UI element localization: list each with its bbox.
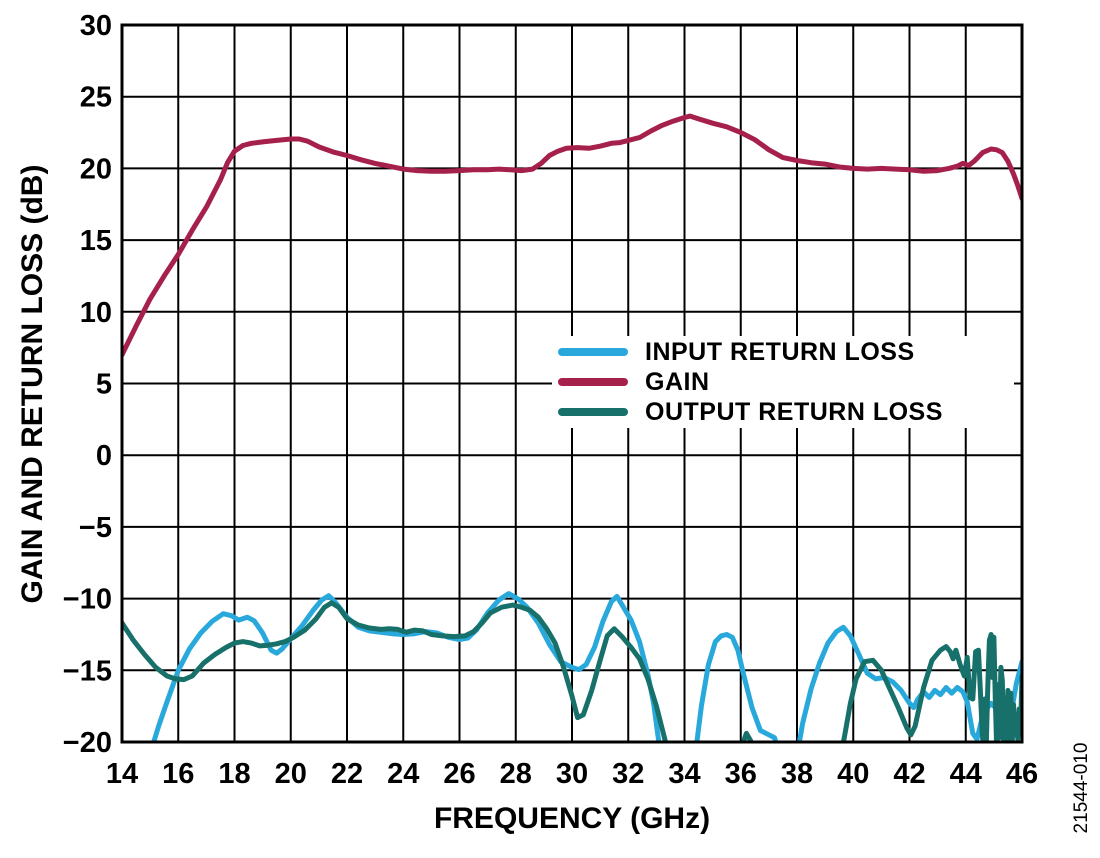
legend-swatch-output-return-loss: [558, 408, 628, 416]
series-line-output-return-loss: [122, 600, 1022, 742]
legend-swatch-gain: [558, 378, 628, 386]
legend-label-input-return-loss: INPUT RETURN LOSS: [645, 337, 915, 366]
legend-label-output-return-loss: OUTPUT RETURN LOSS: [645, 397, 943, 426]
legend-label-gain: GAIN: [645, 367, 710, 396]
x-tick-label: 18: [218, 758, 250, 790]
figure-number: 21544-010: [1071, 742, 1092, 834]
y-tick-label: 30: [80, 10, 112, 42]
legend: INPUT RETURN LOSS GAIN OUTPUT RETURN LOS…: [552, 336, 1014, 428]
x-tick-label: 30: [556, 758, 588, 790]
tick-label-layer: 14 16 18 20 22 24 26 28 30 32 34 36 38 40 42 44 46 30 25 20…: [63, 10, 1038, 790]
legend-item-input-return-loss: INPUT RETURN LOSS: [552, 337, 1014, 367]
x-tick-label: 26: [443, 758, 475, 790]
y-tick-label: 15: [80, 225, 112, 257]
x-tick-label: 28: [500, 758, 532, 790]
y-tick-label: −5: [79, 512, 112, 544]
x-tick-label: 44: [950, 758, 982, 790]
legend-swatch-input-return-loss: [558, 348, 628, 356]
y-tick-label: −20: [63, 727, 112, 759]
x-tick-label: 16: [162, 758, 194, 790]
x-tick-label: 14: [106, 758, 138, 790]
series-line-input-return-loss: [151, 591, 1022, 742]
x-tick-label: 46: [1006, 758, 1038, 790]
x-tick-label: 36: [725, 758, 757, 790]
y-tick-label: 10: [80, 297, 112, 329]
y-tick-label: 5: [96, 369, 112, 401]
y-tick-label: −10: [63, 584, 112, 616]
plot-border: [120, 23, 1024, 744]
y-axis-title: GAIN AND RETURN LOSS (dB): [16, 165, 49, 604]
x-tick-label: 32: [612, 758, 644, 790]
y-tick-label: −15: [63, 655, 112, 687]
y-tick-label: 25: [80, 82, 112, 114]
y-tick-label: 20: [80, 153, 112, 185]
y-tick-label: 0: [96, 440, 112, 472]
series-line-gain: [122, 113, 1022, 358]
x-tick-label: 38: [781, 758, 813, 790]
x-axis-title: FREQUENCY (GHz): [434, 802, 710, 835]
frame-layer: [120, 23, 1024, 744]
legend-item-gain: GAIN: [552, 367, 1014, 397]
series-layer: [122, 113, 1022, 742]
x-tick-label: 42: [893, 758, 925, 790]
x-tick-label: 40: [837, 758, 869, 790]
x-tick-label: 34: [668, 758, 700, 790]
legend-item-output-return-loss: OUTPUT RETURN LOSS: [552, 397, 1014, 427]
x-tick-label: 20: [275, 758, 307, 790]
x-tick-label: 22: [331, 758, 363, 790]
x-tick-label: 24: [387, 758, 419, 790]
